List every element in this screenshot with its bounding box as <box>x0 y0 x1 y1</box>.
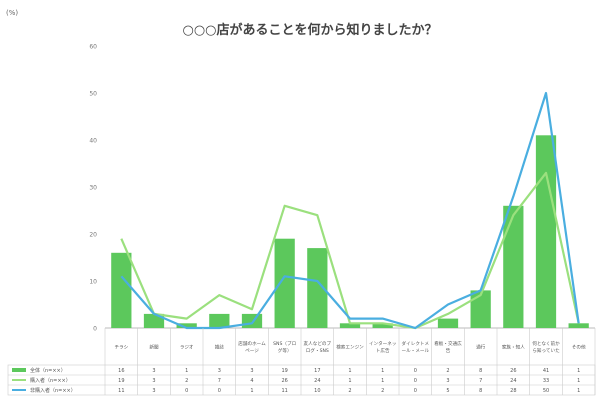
y-tick-label: 20 <box>89 232 97 239</box>
table-value: 8 <box>479 388 482 394</box>
table-value: 24 <box>314 378 320 384</box>
category-label-7: 友人などのブログ・SNS <box>304 340 332 354</box>
table-value: 16 <box>118 368 124 374</box>
bar-6 <box>274 238 295 328</box>
series-line-1 <box>120 171 580 330</box>
table-value: 7 <box>479 378 482 384</box>
y-tick-label: 30 <box>89 185 97 192</box>
bar-3 <box>176 323 197 328</box>
table-value: 0 <box>414 378 417 384</box>
table-value: 3 <box>446 378 449 384</box>
y-tick-label: 0 <box>93 326 97 333</box>
table-value: 3 <box>152 368 155 374</box>
table-value: 3 <box>250 368 253 374</box>
bar-12 <box>470 290 491 328</box>
table-value: 1 <box>577 378 580 384</box>
table-value: 0 <box>218 388 221 394</box>
table-value: 3 <box>218 368 221 374</box>
table-value: 17 <box>314 368 320 374</box>
category-label-1: チラシ <box>114 345 128 351</box>
legend-swatch-1 <box>12 368 26 372</box>
table-value: 19 <box>281 368 287 374</box>
bar-9 <box>372 323 393 328</box>
y-tick-label: 50 <box>89 91 97 98</box>
table-value: 2 <box>446 368 449 374</box>
table-value: 10 <box>314 388 320 394</box>
table-value: 1 <box>348 368 351 374</box>
table-value: 1 <box>577 388 580 394</box>
table-value: 3 <box>152 388 155 394</box>
bar-13 <box>503 205 524 328</box>
table-value: 26 <box>510 368 516 374</box>
table-value: 0 <box>185 388 188 394</box>
table-value: 0 <box>414 368 417 374</box>
category-label-11: 看板・交通広告 <box>434 340 462 354</box>
bar-5 <box>241 313 263 328</box>
bar-15 <box>568 323 589 328</box>
table-value: 2 <box>381 388 384 394</box>
table-value: 11 <box>118 388 124 394</box>
y-tick-label: 60 <box>89 44 97 51</box>
table-value: 50 <box>543 388 549 394</box>
table-value: 1 <box>250 388 253 394</box>
category-label-8: 検索エンジン <box>336 344 364 351</box>
category-label-6: SNS（ブログ等） <box>273 340 296 354</box>
table-value: 1 <box>381 368 384 374</box>
category-label-10: ダイレクトメール・メール <box>402 340 430 354</box>
category-label-4: 雑誌 <box>215 344 225 351</box>
bar-2 <box>143 313 165 328</box>
table-border <box>7 364 596 396</box>
y-axis-label: (%) <box>6 9 18 17</box>
table-value: 7 <box>218 378 221 384</box>
table-value: 1 <box>348 378 351 384</box>
table-value: 5 <box>446 388 449 394</box>
table-value: 41 <box>543 368 549 374</box>
table-value: 28 <box>510 388 516 394</box>
table-value: 19 <box>118 378 124 384</box>
table-value: 1 <box>185 368 188 374</box>
category-label-14: 何となく前から知っていた <box>532 340 560 354</box>
table-value: 24 <box>510 378 516 384</box>
table-value: 0 <box>414 388 417 394</box>
table-value: 11 <box>281 388 287 394</box>
bar-11 <box>437 318 459 328</box>
legend-name-1: 全体（n=××） <box>30 367 66 374</box>
bar-14 <box>535 135 557 328</box>
table-value: 8 <box>479 368 482 374</box>
table-value: 26 <box>281 378 287 384</box>
table-value: 33 <box>543 378 549 384</box>
category-label-9: インターネット広告 <box>369 340 397 354</box>
category-label-12: 通行 <box>476 344 486 351</box>
bar-4 <box>209 313 230 328</box>
bar-8 <box>339 323 361 328</box>
table-value: 1 <box>577 368 580 374</box>
category-label-2: 新聞 <box>149 344 159 351</box>
table-value: 2 <box>185 378 188 384</box>
chart-title: ○○○店があることを何から知りましたか？ <box>182 22 437 38</box>
category-label-13: 家族・知人 <box>502 344 525 351</box>
y-tick-label: 10 <box>89 279 97 286</box>
category-label-15: その他 <box>572 344 586 351</box>
legend-name-3: 非購入者（n=××） <box>30 387 76 394</box>
table-value: 2 <box>348 388 351 394</box>
bar-1 <box>111 252 132 328</box>
category-label-5: 店舗のホームページ <box>238 340 266 354</box>
legend-name-2: 購入者（n=××） <box>30 377 71 384</box>
bar-7 <box>307 248 328 328</box>
y-tick-label: 40 <box>89 138 97 145</box>
table-value: 4 <box>250 378 253 384</box>
category-label-3: ラジオ <box>180 345 194 351</box>
table-value: 3 <box>152 378 155 384</box>
series-line-2 <box>120 91 580 330</box>
table-value: 1 <box>381 378 384 384</box>
